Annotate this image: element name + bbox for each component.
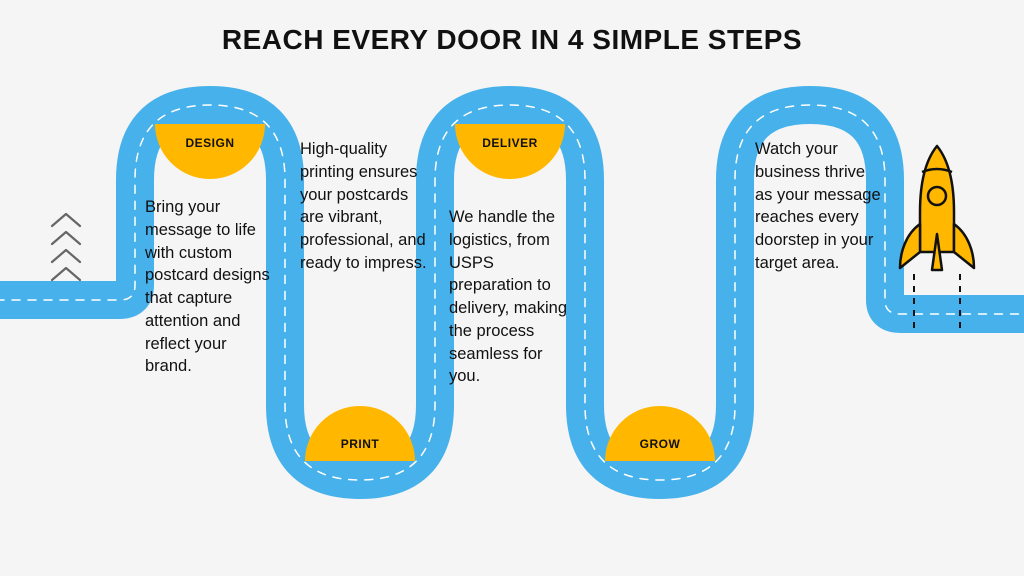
step-label-print: PRINT [341, 437, 380, 451]
step-label-grow: GROW [640, 437, 681, 451]
step-marker-grow: GROW [605, 406, 715, 461]
step-label-deliver: DELIVER [482, 136, 538, 150]
page-title: REACH EVERY DOOR IN 4 SIMPLE STEPS [0, 24, 1024, 56]
step-body-design: Bring your message to life with custom p… [145, 196, 273, 378]
rocket-icon [892, 142, 982, 332]
chevrons-icon [48, 208, 84, 288]
step-marker-deliver: DELIVER [455, 124, 565, 179]
step-body-deliver: We handle the logistics, from USPS prepa… [449, 206, 577, 388]
step-marker-print: PRINT [305, 406, 415, 461]
step-marker-design: DESIGN [155, 124, 265, 179]
step-body-grow: Watch your business thrive as your messa… [755, 138, 883, 275]
step-body-print: High-quality printing ensures your postc… [300, 138, 428, 275]
step-label-design: DESIGN [185, 136, 234, 150]
